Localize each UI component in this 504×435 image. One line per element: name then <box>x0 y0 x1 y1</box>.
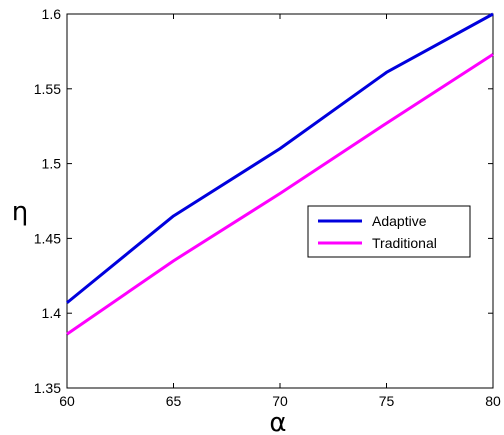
legend-box <box>307 205 471 258</box>
series-line-traditional <box>66 53 494 336</box>
y-tick-label-1.5: 1.5 <box>42 156 62 172</box>
y-axis-label: η <box>12 197 28 227</box>
y-tick-label-1.45: 1.45 <box>34 230 61 246</box>
x-tick-label-65: 65 <box>166 393 182 409</box>
x-tick-label-75: 75 <box>379 393 395 409</box>
y-tick-label-1.55: 1.55 <box>34 81 61 97</box>
x-tick-label-80: 80 <box>485 393 501 409</box>
x-tick-label-70: 70 <box>272 393 288 409</box>
legend: Adaptive Traditional <box>307 205 471 258</box>
legend-label-traditional: Traditional <box>372 235 437 251</box>
x-tick-label-60: 60 <box>59 393 75 409</box>
y-tick-label-1.35: 1.35 <box>34 380 61 396</box>
legend-label-adaptive: Adaptive <box>372 213 427 229</box>
plot-area <box>66 13 494 389</box>
y-tick-label-1.4: 1.4 <box>42 305 62 321</box>
y-tick-label-1.6: 1.6 <box>42 6 62 22</box>
series-group <box>66 12 494 336</box>
x-axis-label: α <box>269 408 286 435</box>
series-line-adaptive <box>66 12 494 304</box>
ticks-group: 60 65 70 75 80 1.35 1.4 1.45 1.5 1.55 1.6 <box>34 6 501 409</box>
